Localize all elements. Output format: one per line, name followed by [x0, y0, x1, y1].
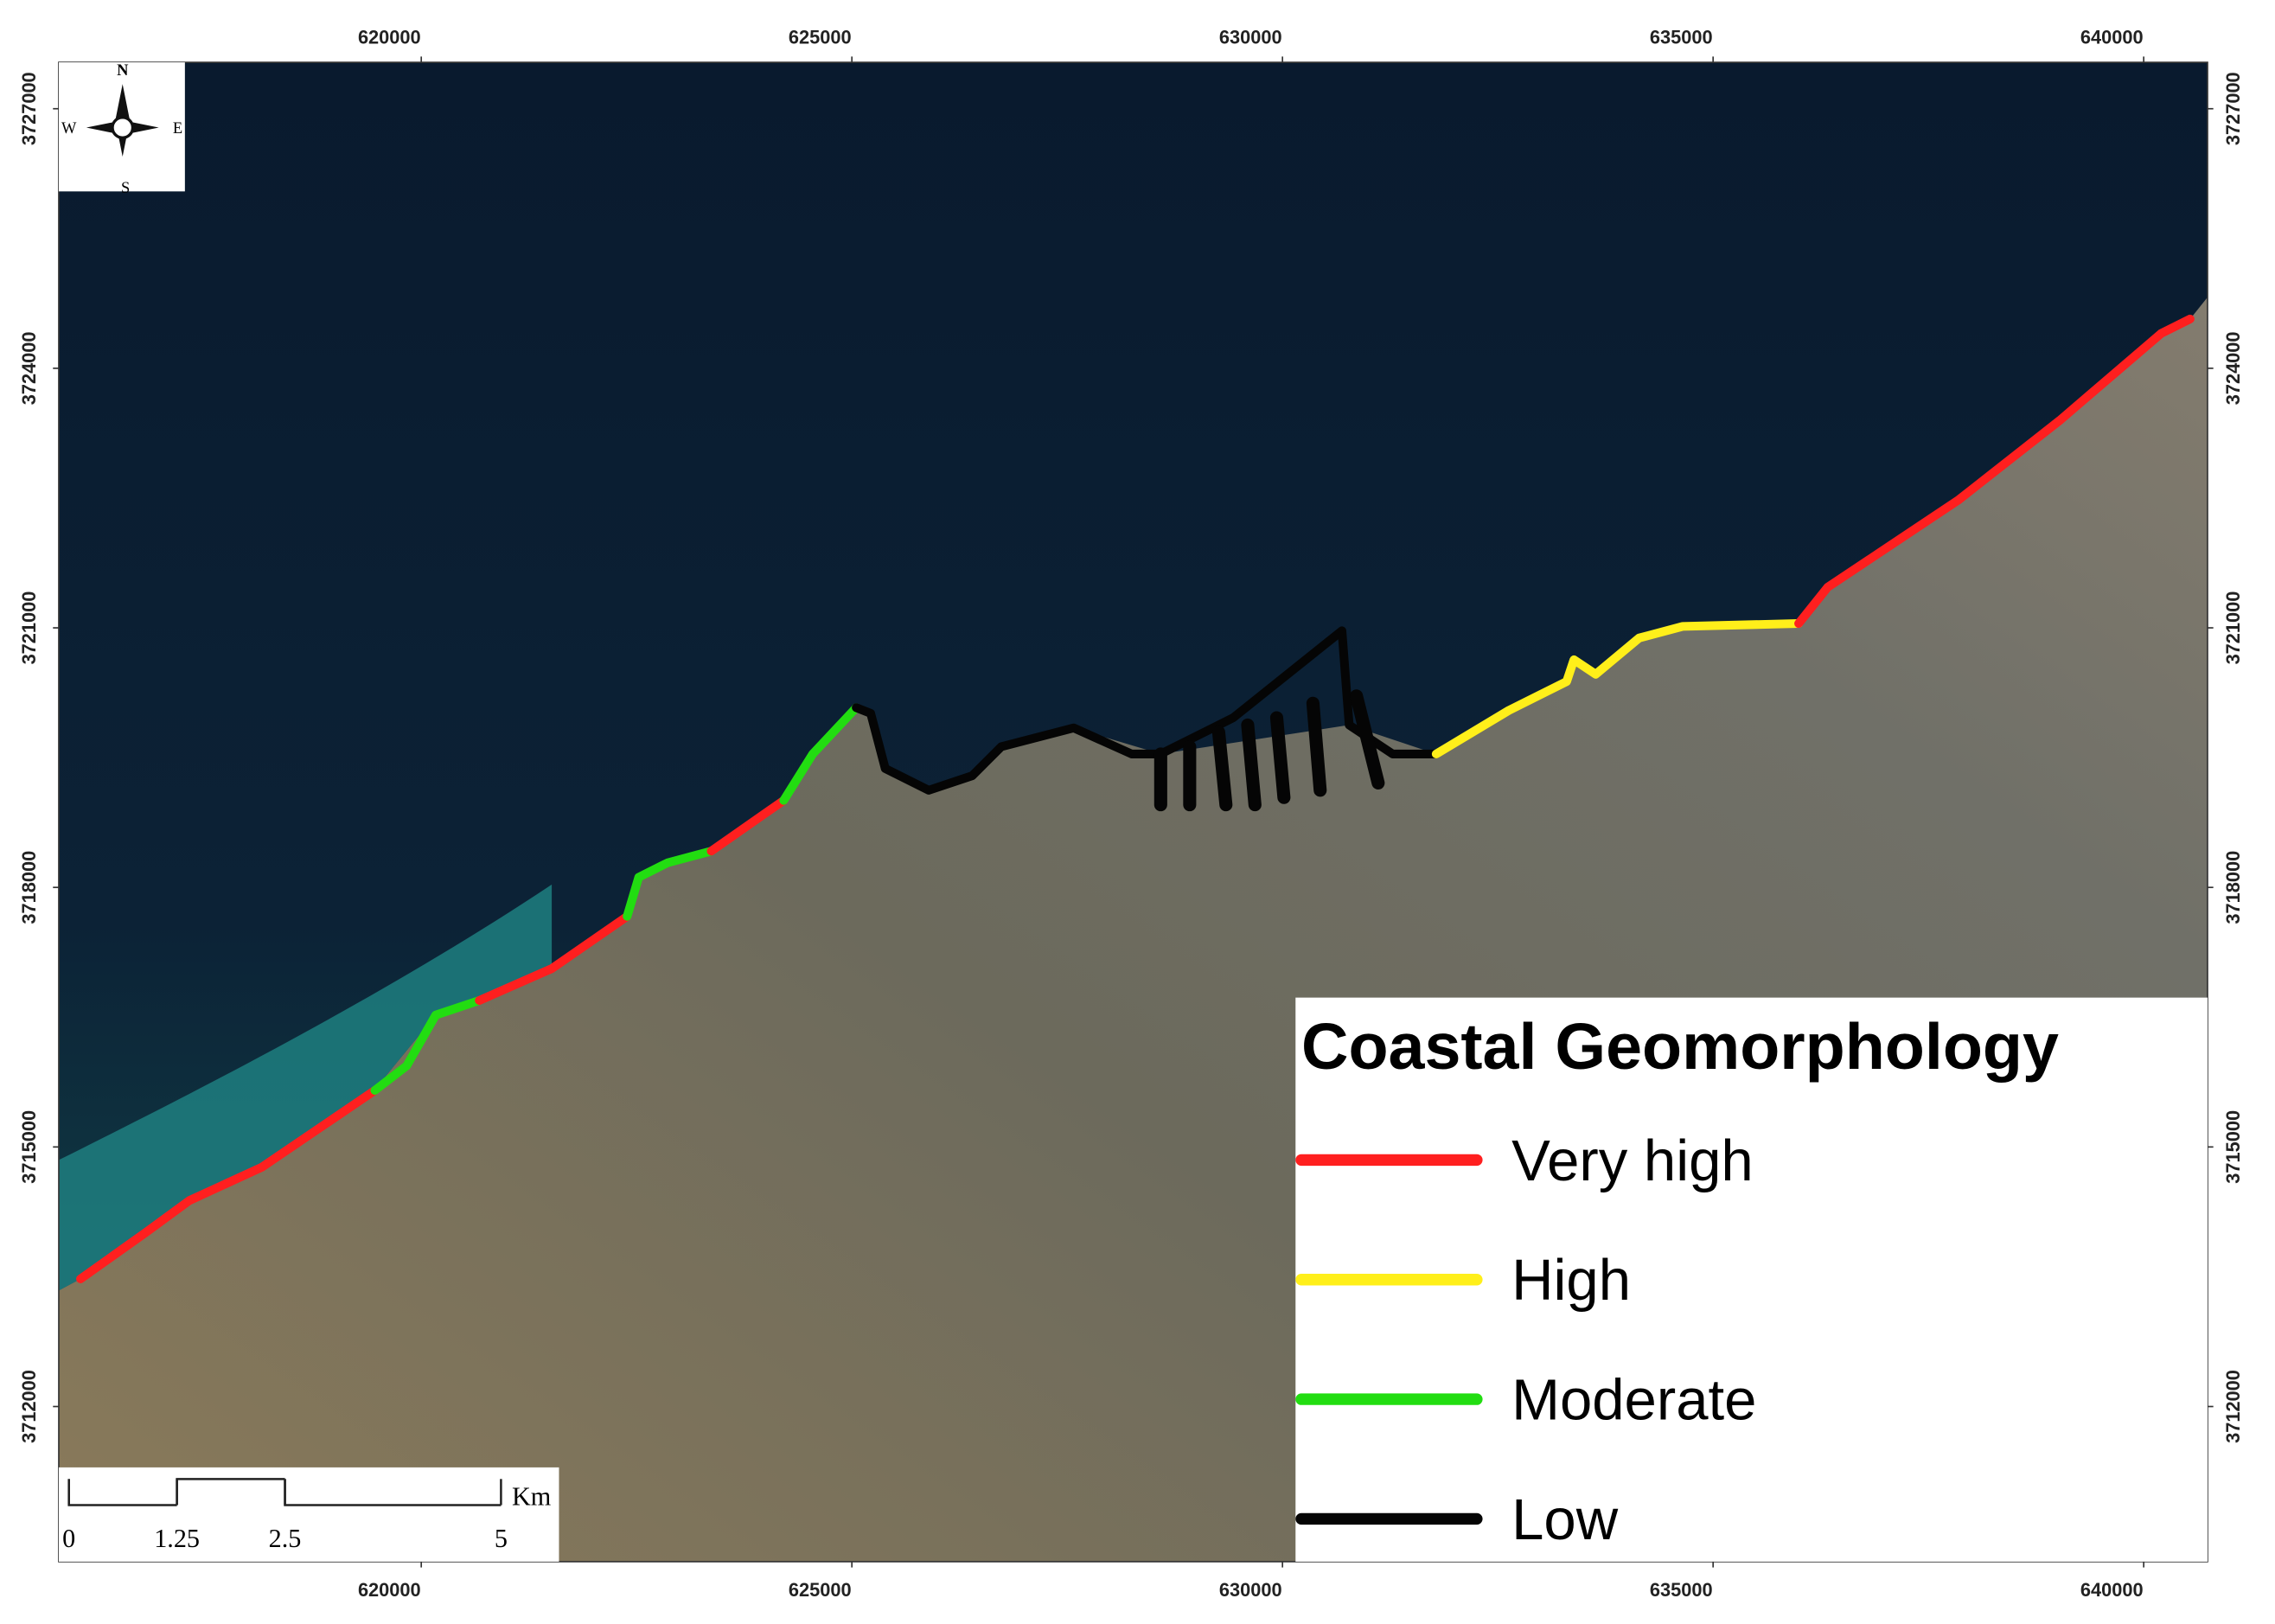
scale-unit: Km	[512, 1482, 551, 1512]
x-tick-label: 640000	[2080, 1579, 2144, 1601]
pier	[1241, 718, 1262, 812]
coastline	[76, 314, 2195, 1283]
coast-segment	[623, 847, 716, 921]
pier	[1306, 696, 1327, 797]
y-tick-label: 3721000	[18, 591, 40, 665]
compass-e: E	[173, 119, 182, 137]
coast-segment	[1431, 618, 1804, 758]
y-tick-label: 3712000	[18, 1370, 40, 1443]
scale-box	[58, 1467, 559, 1562]
x-tick-label: 640000	[2080, 26, 2144, 48]
x-tick-label: 630000	[1219, 1579, 1282, 1601]
legend-label: Moderate	[1511, 1368, 1756, 1433]
coast-segment	[1794, 314, 2195, 629]
y-tick-label: 3721000	[2222, 591, 2244, 665]
y-tick-label: 3727000	[18, 72, 40, 145]
legend-title: Coastal Geomorphology	[1301, 1010, 2059, 1083]
y-tick-label: 3724000	[2222, 331, 2244, 405]
scale-label: 0	[62, 1524, 75, 1553]
shallow-water	[58, 884, 553, 1291]
x-tick-label: 620000	[358, 1579, 421, 1601]
y-tick-label: 3715000	[2222, 1110, 2244, 1184]
legend-label: Very high	[1511, 1128, 1754, 1193]
coast-segment	[852, 626, 1441, 795]
compass-w: W	[61, 119, 77, 137]
compass-s: S	[121, 179, 130, 196]
coast-segment	[76, 1085, 380, 1283]
compass-center	[111, 116, 135, 139]
x-tick-label: 625000	[789, 26, 852, 48]
compass: N S E W	[58, 61, 185, 196]
x-tick-label: 630000	[1219, 26, 1282, 48]
compass-n: N	[117, 61, 129, 79]
coordinate-ticks: 620000 620000 625000 625000 630000 630000 6350…	[18, 26, 2244, 1601]
map-frame	[58, 61, 2208, 1563]
coast-segment	[370, 995, 484, 1095]
y-tick-label: 3718000	[2222, 851, 2244, 924]
x-tick-label: 620000	[358, 26, 421, 48]
y-tick-label: 3727000	[2222, 72, 2244, 145]
y-tick-label: 3712000	[2222, 1370, 2244, 1443]
coast-segment	[779, 703, 861, 805]
legend-label: High	[1511, 1248, 1631, 1313]
x-tick-label: 635000	[1650, 26, 1713, 48]
scale-label: 5	[495, 1524, 508, 1553]
scale-label: 1.25	[154, 1524, 200, 1553]
pier	[1269, 711, 1291, 804]
legend-label: Low	[1511, 1487, 1619, 1552]
coast-segment	[706, 796, 789, 856]
x-tick-label: 635000	[1650, 1579, 1713, 1601]
legend: Very high High Moderate Low	[1295, 1128, 1756, 1552]
y-tick-label: 3715000	[18, 1110, 40, 1184]
pier	[1350, 689, 1385, 790]
pier	[1211, 726, 1233, 812]
sea	[58, 62, 2208, 1291]
coast-segment	[475, 911, 632, 1006]
scale-bar: 0 1.25 2.5 5Km	[62, 1478, 551, 1553]
y-tick-label: 3718000	[18, 851, 40, 924]
scale-label: 2.5	[269, 1524, 302, 1553]
x-tick-label: 625000	[789, 1579, 852, 1601]
y-tick-label: 3724000	[18, 331, 40, 405]
